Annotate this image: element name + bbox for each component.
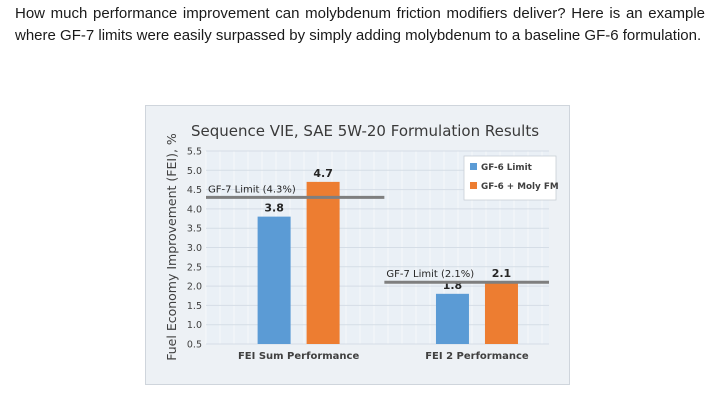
chart-title: Sequence VIE, SAE 5W-20 Formulation Resu…	[191, 122, 539, 140]
bar-value-label: 4.7	[313, 167, 333, 180]
bar-chart: Sequence VIE, SAE 5W-20 Formulation Resu…	[164, 122, 559, 362]
limit-lines: GF-7 Limit (4.3%) GF-7 Limit (2.1%)	[206, 184, 549, 284]
chart-figure: Sequence VIE, SAE 5W-20 Formulation Resu…	[145, 105, 570, 385]
legend-label: GF-6 Limit	[481, 163, 532, 173]
y-tick-label: 3.5	[187, 224, 202, 235]
legend: GF-6 Limit GF-6 + Moly FM	[463, 155, 559, 201]
y-tick-label: 2.5	[187, 262, 202, 273]
y-tick-label: 1.5	[187, 301, 202, 312]
bars: 3.81.84.72.1	[257, 167, 518, 344]
y-tick-label: 3.0	[187, 243, 202, 254]
limit-line-label: GF-7 Limit (4.3%)	[208, 184, 296, 195]
y-tick-label: 0.5	[187, 340, 202, 351]
y-tick-label: 1.0	[187, 320, 202, 331]
intro-paragraph: How much performance improvement can mol…	[15, 5, 705, 44]
limit-line-label: GF-7 Limit (2.1%)	[386, 269, 474, 280]
bar	[484, 282, 518, 344]
y-axis-ticks: 0.5 1.0 1.5 2.0 2.5 3.0 3.5 4.0 4.5 5.0 5.5	[187, 147, 202, 351]
x-axis-categories: FEI Sum Performance FEI 2 Performance	[238, 351, 529, 362]
legend-swatch	[470, 182, 477, 189]
bar-value-label: 3.8	[264, 202, 284, 215]
y-tick-label: 4.5	[187, 185, 202, 196]
y-tick-label: 5.5	[187, 147, 202, 158]
y-axis-label: Fuel Economy Improvement (FEI), %	[164, 133, 179, 361]
bar	[435, 293, 469, 344]
bar	[306, 181, 340, 344]
y-tick-label: 4.0	[187, 204, 202, 215]
legend-box	[463, 155, 557, 201]
x-category-label: FEI Sum Performance	[238, 351, 359, 362]
legend-swatch	[470, 163, 477, 170]
bar-value-label: 2.1	[492, 267, 512, 280]
y-tick-label: 5.0	[187, 166, 202, 177]
x-category-label: FEI 2 Performance	[425, 351, 529, 362]
legend-label: GF-6 + Moly FM	[481, 182, 559, 192]
bar	[257, 216, 291, 344]
y-tick-label: 2.0	[187, 282, 202, 293]
